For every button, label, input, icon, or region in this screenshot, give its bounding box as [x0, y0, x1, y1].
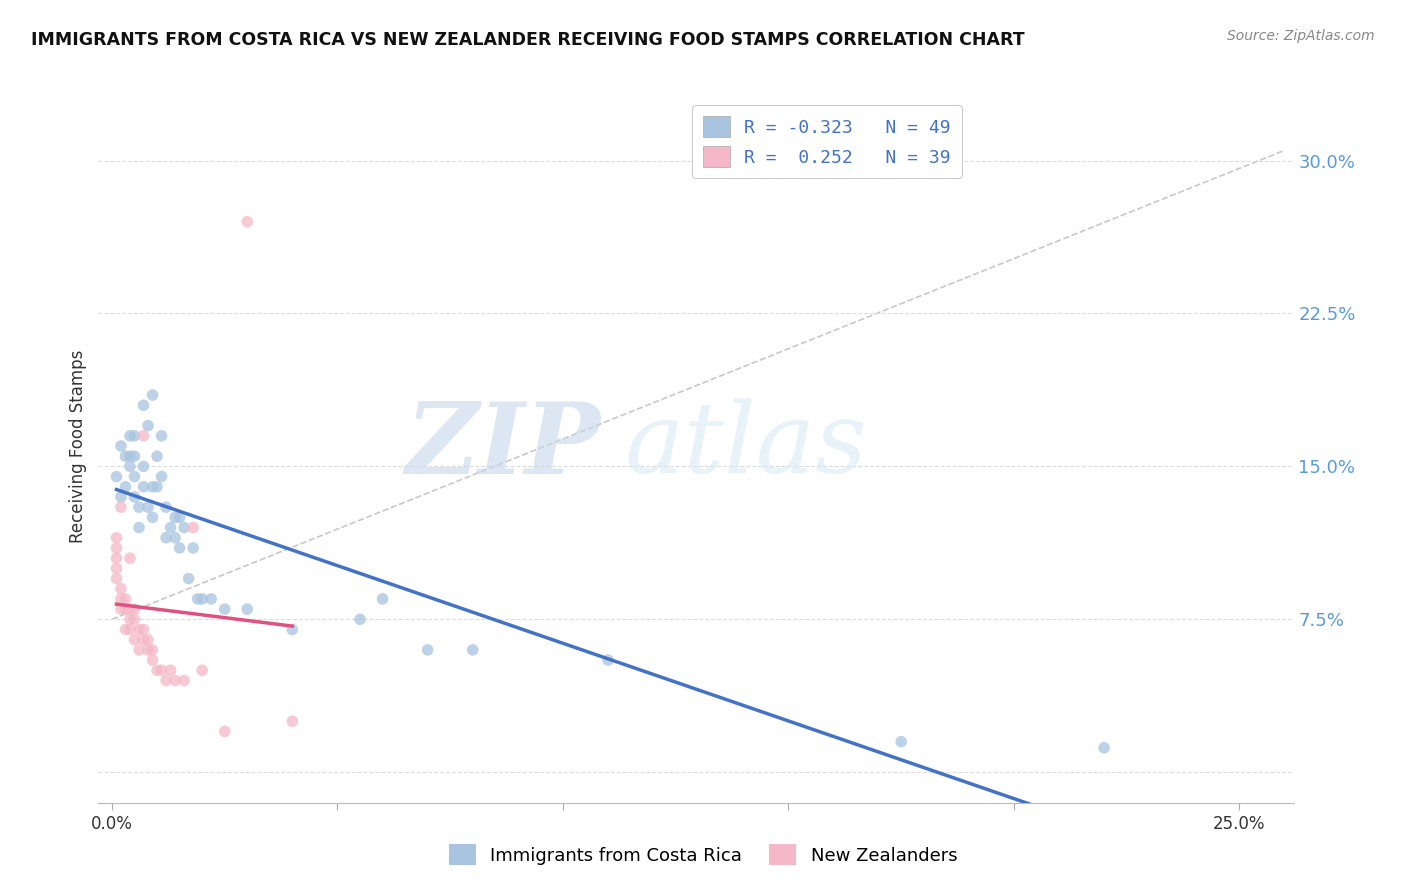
Point: [181, 541, 204, 555]
Point: [191, 663, 214, 677]
Point: [1092, 740, 1115, 755]
Point: [118, 551, 141, 566]
Point: [187, 591, 209, 606]
Point: [105, 541, 128, 555]
Point: [136, 643, 159, 657]
Point: [118, 429, 141, 443]
Point: [191, 591, 214, 606]
Point: [124, 612, 146, 626]
Point: [150, 469, 173, 483]
Point: [132, 459, 155, 474]
Point: [128, 623, 150, 637]
Point: [105, 551, 128, 566]
Point: [146, 449, 169, 463]
Point: [150, 663, 173, 677]
Point: [165, 531, 187, 545]
Point: [146, 663, 169, 677]
Point: [128, 520, 150, 534]
Point: [159, 520, 181, 534]
Point: [110, 602, 132, 616]
Point: [110, 582, 132, 596]
Point: [110, 490, 132, 504]
Point: [890, 734, 912, 748]
Point: [105, 561, 128, 575]
Point: [132, 429, 155, 443]
Point: [173, 673, 195, 688]
Text: ZIP: ZIP: [405, 398, 600, 494]
Y-axis label: Receiving Food Stamps: Receiving Food Stamps: [69, 350, 87, 542]
Point: [165, 510, 187, 524]
Point: [124, 469, 146, 483]
Point: [118, 623, 141, 637]
Point: [141, 480, 163, 494]
Point: [118, 602, 141, 616]
Point: [132, 480, 155, 494]
Point: [105, 531, 128, 545]
Point: [128, 500, 150, 515]
Point: [236, 602, 259, 616]
Point: [124, 449, 146, 463]
Point: [114, 480, 136, 494]
Point: [141, 510, 163, 524]
Point: [128, 643, 150, 657]
Point: [118, 449, 141, 463]
Point: [114, 623, 136, 637]
Point: [349, 612, 371, 626]
Point: [141, 653, 163, 667]
Point: [124, 632, 146, 647]
Text: atlas: atlas: [624, 399, 868, 493]
Point: [281, 714, 304, 729]
Point: [114, 591, 136, 606]
Point: [105, 469, 128, 483]
Point: [200, 591, 222, 606]
Point: [114, 449, 136, 463]
Point: [124, 490, 146, 504]
Point: [110, 500, 132, 515]
Point: [150, 429, 173, 443]
Point: [173, 520, 195, 534]
Legend: R = -0.323   N = 49, R =  0.252   N = 39: R = -0.323 N = 49, R = 0.252 N = 39: [692, 105, 962, 178]
Point: [155, 673, 177, 688]
Text: Source: ZipAtlas.com: Source: ZipAtlas.com: [1227, 29, 1375, 43]
Point: [141, 643, 163, 657]
Point: [461, 643, 484, 657]
Legend: Immigrants from Costa Rica, New Zealanders: Immigrants from Costa Rica, New Zealande…: [440, 835, 966, 874]
Point: [110, 591, 132, 606]
Point: [181, 520, 204, 534]
Point: [214, 724, 236, 739]
Point: [118, 459, 141, 474]
Point: [124, 429, 146, 443]
Point: [596, 653, 619, 667]
Point: [124, 602, 146, 616]
Point: [155, 531, 177, 545]
Point: [155, 500, 177, 515]
Point: [141, 388, 163, 402]
Point: [371, 591, 394, 606]
Point: [214, 602, 236, 616]
Point: [169, 541, 191, 555]
Point: [169, 510, 191, 524]
Point: [236, 215, 259, 229]
Point: [146, 480, 169, 494]
Point: [165, 673, 187, 688]
Point: [136, 500, 159, 515]
Point: [132, 623, 155, 637]
Point: [118, 612, 141, 626]
Point: [416, 643, 439, 657]
Point: [136, 418, 159, 433]
Point: [136, 632, 159, 647]
Point: [159, 663, 181, 677]
Text: IMMIGRANTS FROM COSTA RICA VS NEW ZEALANDER RECEIVING FOOD STAMPS CORRELATION CH: IMMIGRANTS FROM COSTA RICA VS NEW ZEALAN…: [31, 31, 1025, 49]
Point: [281, 623, 304, 637]
Point: [132, 398, 155, 412]
Point: [114, 602, 136, 616]
Point: [132, 632, 155, 647]
Point: [177, 572, 200, 586]
Point: [105, 572, 128, 586]
Point: [110, 439, 132, 453]
